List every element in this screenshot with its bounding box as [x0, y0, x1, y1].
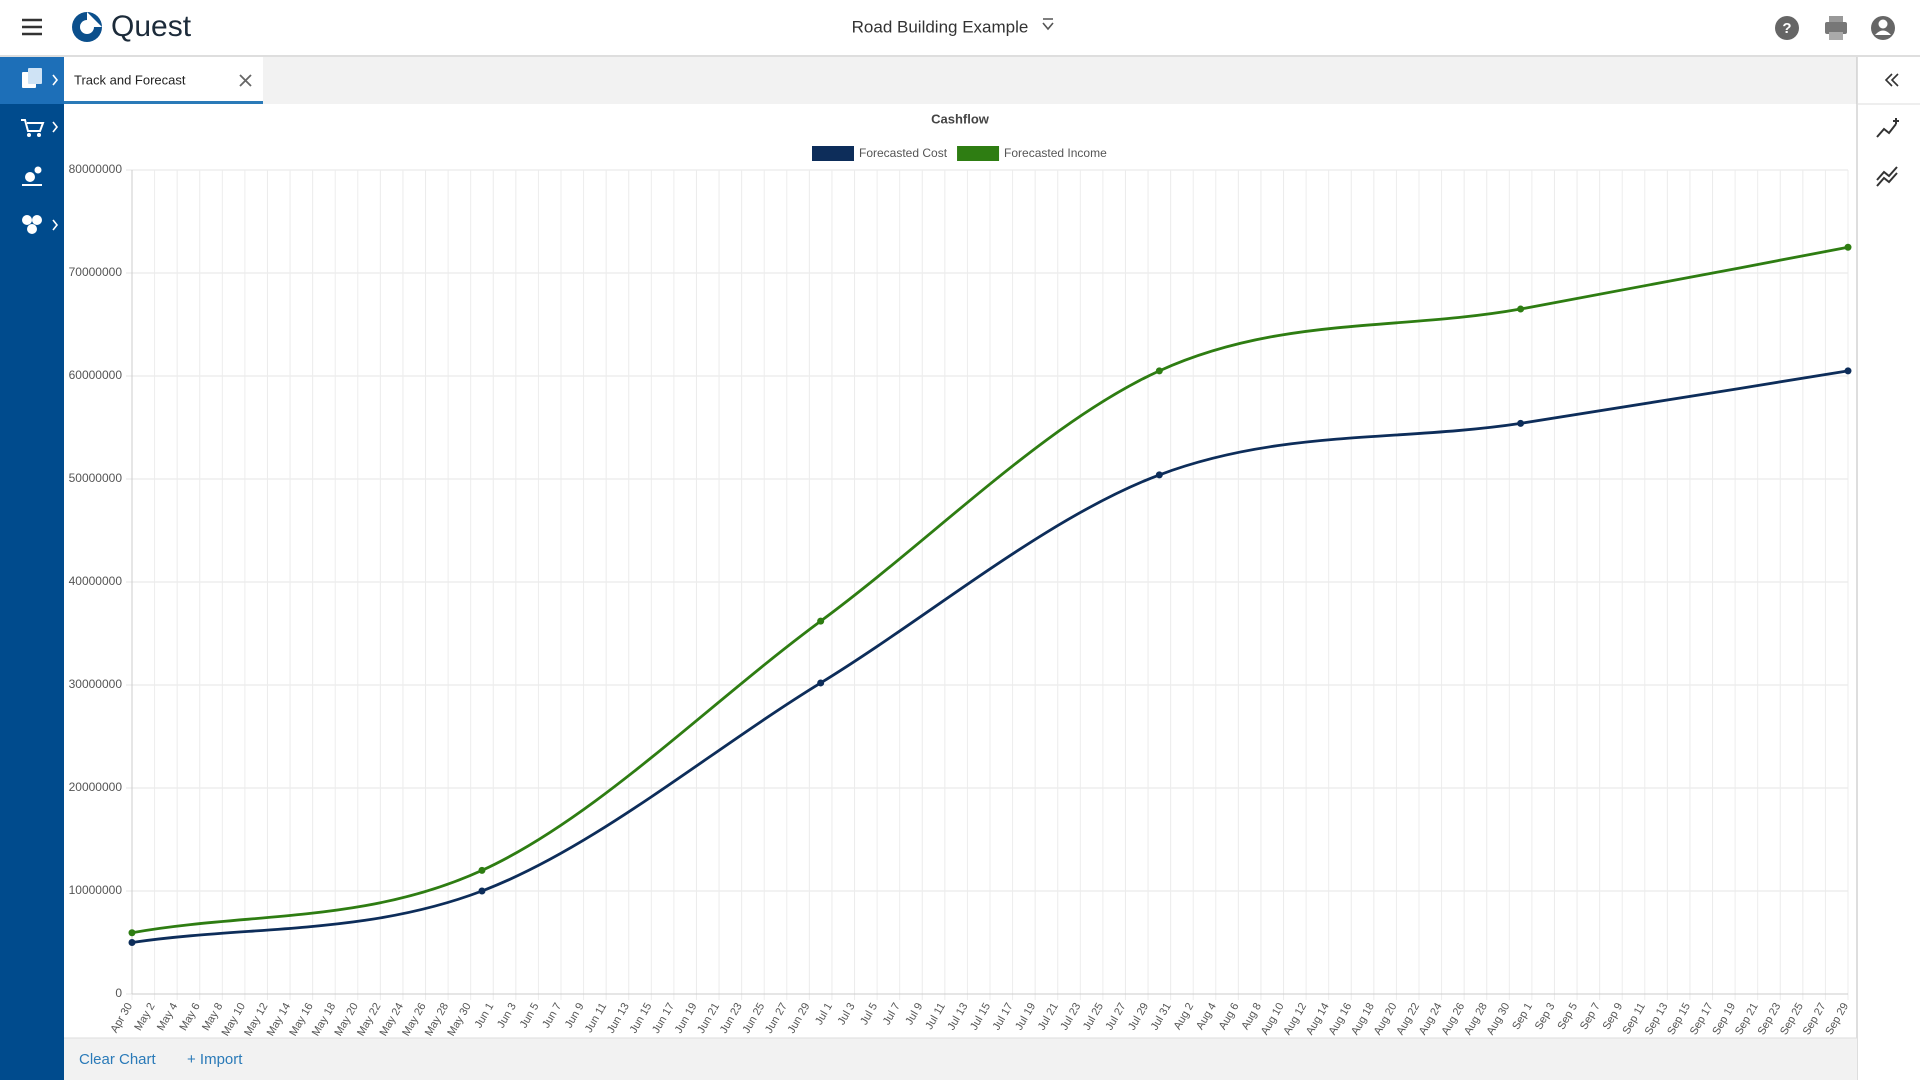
x-tick-label: Jul 23 — [1058, 1001, 1083, 1032]
x-tick-label: Jul 7 — [881, 1001, 903, 1027]
x-tick-label: Apr 30 — [109, 1001, 136, 1035]
legend-label: Forecasted Cost — [859, 146, 948, 160]
x-tick-label: Sep 3 — [1533, 1001, 1558, 1032]
data-point — [478, 887, 486, 895]
series-line — [131, 245, 1849, 935]
x-tick-label: Jul 17 — [991, 1001, 1016, 1032]
x-tick-label: Jul 9 — [903, 1001, 925, 1027]
legend-swatch — [957, 146, 1000, 161]
legend-label: Forecasted Income — [1004, 146, 1107, 160]
menu-button[interactable] — [22, 18, 42, 36]
add-line-tool[interactable] — [1876, 118, 1899, 138]
y-tick-label: 40000000 — [69, 574, 123, 588]
project-title[interactable]: Road Building Example — [852, 17, 1029, 36]
data-point — [1517, 419, 1525, 427]
project-dropdown[interactable] — [1042, 18, 1054, 31]
data-point — [1844, 243, 1852, 251]
sidebar-icons — [21, 68, 59, 234]
collapse-panel[interactable] — [1884, 73, 1899, 87]
footer — [64, 1038, 1857, 1080]
x-tick-label: Jun 5 — [518, 1001, 542, 1030]
x-tick-label: Aug 4 — [1194, 1001, 1219, 1032]
x-tick-label: Jul 29 — [1126, 1001, 1151, 1032]
y-tick-label: 70000000 — [69, 265, 123, 279]
y-tick-label: 10000000 — [69, 883, 123, 897]
nav-cart[interactable] — [21, 119, 59, 137]
data-point — [817, 617, 825, 625]
x-tick-label: Aug 2 — [1172, 1001, 1197, 1032]
data-point — [1155, 471, 1163, 479]
x-tick-label: Sep 1 — [1510, 1001, 1535, 1032]
x-tick-label: May 6 — [177, 1001, 202, 1033]
x-tick-label: Aug 6 — [1217, 1001, 1242, 1032]
x-tick-label: Jul 19 — [1013, 1001, 1038, 1032]
tab-label: Track and Forecast — [74, 72, 186, 87]
data-point — [1155, 367, 1163, 375]
tab[interactable] — [64, 57, 263, 104]
header — [0, 0, 1920, 56]
x-tick-label: Jul 13 — [945, 1001, 970, 1032]
x-tick-label: Jul 27 — [1104, 1001, 1129, 1032]
import-button[interactable]: + Import — [187, 1051, 243, 1068]
y-tick-label: 50000000 — [69, 471, 123, 485]
x-tick-label: May 2 — [132, 1001, 157, 1033]
x-tick-label: Jun 3 — [495, 1001, 519, 1030]
compare-lines-tool[interactable] — [1876, 166, 1898, 187]
clear-chart-button[interactable]: Clear Chart — [79, 1051, 157, 1068]
x-tick-label: Jul 11 — [923, 1001, 948, 1032]
y-tick-label: 60000000 — [69, 368, 123, 382]
x-tick-label: Jul 1 — [813, 1001, 835, 1027]
tab-indicator — [64, 101, 263, 104]
nav-resources[interactable] — [22, 215, 59, 234]
right-panel — [1857, 57, 1920, 1080]
nav-documents[interactable] — [22, 68, 59, 88]
x-tick-label: Jul 3 — [836, 1001, 858, 1027]
data-point — [128, 939, 136, 946]
chart: Cashflow 0 10000000 20000000 30000000 400000… — [69, 111, 1852, 1038]
x-tick-label: Jul 25 — [1081, 1001, 1106, 1032]
data-point — [817, 679, 825, 687]
sidebar — [0, 57, 64, 1080]
data-point — [1517, 305, 1525, 313]
series-line — [131, 369, 1849, 944]
y-tick-label: 0 — [115, 986, 122, 1000]
x-tick-label: Jun 7 — [540, 1001, 564, 1030]
y-tick-label: 20000000 — [69, 780, 123, 794]
svg-text:?: ? — [1782, 20, 1791, 37]
logo[interactable]: Quest — [72, 10, 192, 43]
x-tick-label: Jul 5 — [858, 1001, 880, 1027]
help-button[interactable]: ? — [1775, 16, 1799, 40]
y-tick-label: 30000000 — [69, 677, 123, 691]
print-button[interactable] — [1825, 16, 1847, 40]
tab-close[interactable] — [239, 74, 252, 87]
x-tick-label: Jul 15 — [968, 1001, 993, 1032]
data-point — [478, 866, 486, 874]
y-tick-label: 80000000 — [69, 162, 123, 176]
x-tick-label: Sep 5 — [1555, 1001, 1580, 1032]
x-tick-label: Jun 1 — [473, 1001, 497, 1030]
nav-settings[interactable] — [22, 166, 42, 187]
tab-bar — [64, 57, 1857, 104]
user-button[interactable] — [1871, 16, 1895, 40]
x-tick-label: Jun 29 — [786, 1001, 813, 1036]
data-point — [128, 929, 136, 937]
x-tick-label: Jun 9 — [563, 1001, 587, 1030]
chart-title: Cashflow — [931, 111, 990, 126]
legend-swatch — [812, 146, 854, 161]
app-name: Quest — [111, 10, 192, 43]
data-point — [1844, 367, 1852, 375]
x-tick-label: Jul 21 — [1036, 1001, 1061, 1032]
x-tick-label: May 4 — [155, 1001, 180, 1033]
x-tick-label: Jul 31 — [1149, 1001, 1174, 1032]
x-tick-label: Sep 7 — [1578, 1001, 1603, 1032]
